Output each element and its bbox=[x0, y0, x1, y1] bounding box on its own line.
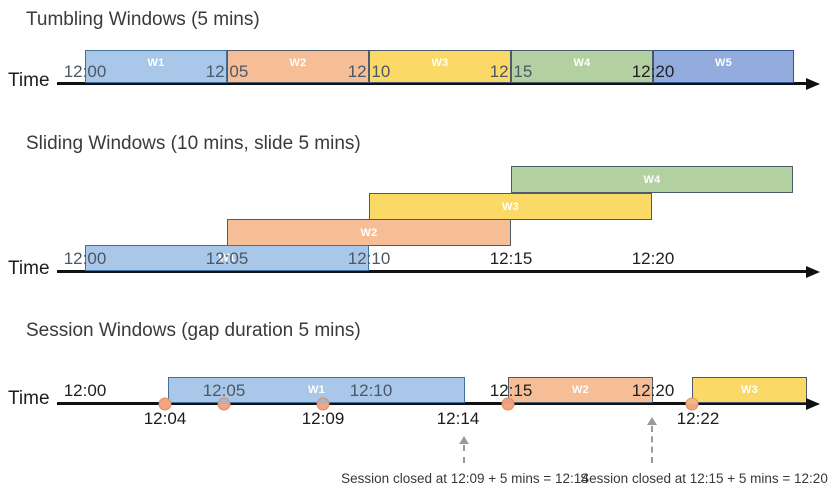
window-label: W2 bbox=[360, 226, 378, 239]
event-time-label-12-04: 12:04 bbox=[143, 409, 187, 428]
window-label: W3 bbox=[431, 57, 449, 69]
session-window-w1: W1 bbox=[168, 377, 465, 403]
session-window-w2: W2 bbox=[508, 377, 653, 403]
session-tick-12-20: 12:20 bbox=[631, 381, 675, 400]
session-tick-12-05: 12:05 bbox=[202, 381, 246, 400]
window-label: W1 bbox=[147, 57, 165, 69]
tumbling-window-w3: W3 bbox=[369, 50, 511, 83]
session-axis-arrowhead-icon bbox=[806, 398, 820, 410]
session-close-annotation-1: Session closed at 12:09 + 5 mins = 12:14 bbox=[341, 471, 589, 486]
window-label: W4 bbox=[643, 173, 661, 186]
tumbling-time-axis-label: Time bbox=[8, 70, 50, 91]
tumbling-tick-12-20: 12:20 bbox=[631, 62, 675, 81]
session-title: Session Windows (gap duration 5 mins) bbox=[26, 320, 361, 341]
tumbling-window-w2: W2 bbox=[227, 50, 369, 83]
session-close-annotation-2: Session closed at 12:15 + 5 mins = 12:20 bbox=[580, 471, 828, 486]
sliding-window-w4: W4 bbox=[511, 166, 793, 193]
annotation-arrow-up-icon bbox=[459, 436, 469, 444]
window-label: W2 bbox=[289, 57, 307, 69]
sliding-tick-12-10: 12:10 bbox=[347, 249, 391, 268]
window-label: W1 bbox=[218, 252, 236, 264]
tumbling-window-w5: W5 bbox=[653, 50, 794, 83]
session-tick-12-00: 12:00 bbox=[63, 381, 107, 400]
sliding-axis-arrowhead-icon bbox=[806, 266, 820, 278]
tumbling-tick-12-15: 12:15 bbox=[489, 62, 533, 81]
tumbling-tick-12-05: 12:05 bbox=[205, 62, 249, 81]
tumbling-title: Tumbling Windows (5 mins) bbox=[26, 9, 260, 30]
sliding-tick-12-00: 12:00 bbox=[63, 249, 107, 268]
tumbling-window-w4: W4 bbox=[511, 50, 653, 83]
event-dot-12-04 bbox=[158, 397, 172, 411]
sliding-tick-12-20: 12:20 bbox=[631, 249, 675, 268]
window-label: W2 bbox=[571, 384, 590, 396]
event-time-label-12-09: 12:09 bbox=[301, 409, 345, 428]
event-time-label-12-22: 12:22 bbox=[676, 409, 720, 428]
window-label: W3 bbox=[740, 384, 759, 396]
tumbling-window-w1: W1 bbox=[85, 50, 227, 83]
sliding-window-w3: W3 bbox=[369, 193, 652, 220]
window-label: W4 bbox=[573, 57, 591, 69]
event-dot-12-09 bbox=[316, 397, 330, 411]
sliding-tick-12-15: 12:15 bbox=[489, 249, 533, 268]
close-time-label-12-14: 12:14 bbox=[436, 409, 480, 428]
tumbling-tick-12-10: 12:10 bbox=[347, 62, 391, 81]
annotation-arrow-up-icon bbox=[647, 417, 657, 425]
annotation-arrow-line bbox=[651, 426, 653, 463]
session-tick-12-15: 12:15 bbox=[489, 381, 533, 400]
event-dot-12-15 bbox=[501, 397, 515, 411]
window-label: W1 bbox=[307, 384, 326, 396]
sliding-time-axis-label: Time bbox=[8, 258, 50, 279]
event-dot-12-22 bbox=[685, 397, 699, 411]
annotation-arrow-line bbox=[463, 445, 465, 463]
window-label: W3 bbox=[501, 200, 520, 213]
sliding-window-w1: W1 bbox=[85, 245, 369, 271]
sliding-time-axis bbox=[57, 270, 806, 273]
sliding-title: Sliding Windows (10 mins, slide 5 mins) bbox=[26, 133, 361, 154]
session-time-axis bbox=[57, 402, 806, 405]
event-dot bbox=[217, 397, 231, 411]
session-tick-12-10: 12:10 bbox=[349, 381, 393, 400]
sliding-window-w2: W2 bbox=[227, 219, 511, 246]
tumbling-tick-12-00: 12:00 bbox=[63, 62, 107, 81]
session-time-axis-label: Time bbox=[8, 388, 50, 409]
sliding-tick-12-05: 12:05 bbox=[205, 249, 249, 268]
tumbling-time-axis bbox=[57, 82, 806, 85]
window-label: W5 bbox=[714, 57, 733, 69]
tumbling-axis-arrowhead-icon bbox=[806, 78, 820, 90]
session-window-w3: W3 bbox=[692, 377, 807, 403]
